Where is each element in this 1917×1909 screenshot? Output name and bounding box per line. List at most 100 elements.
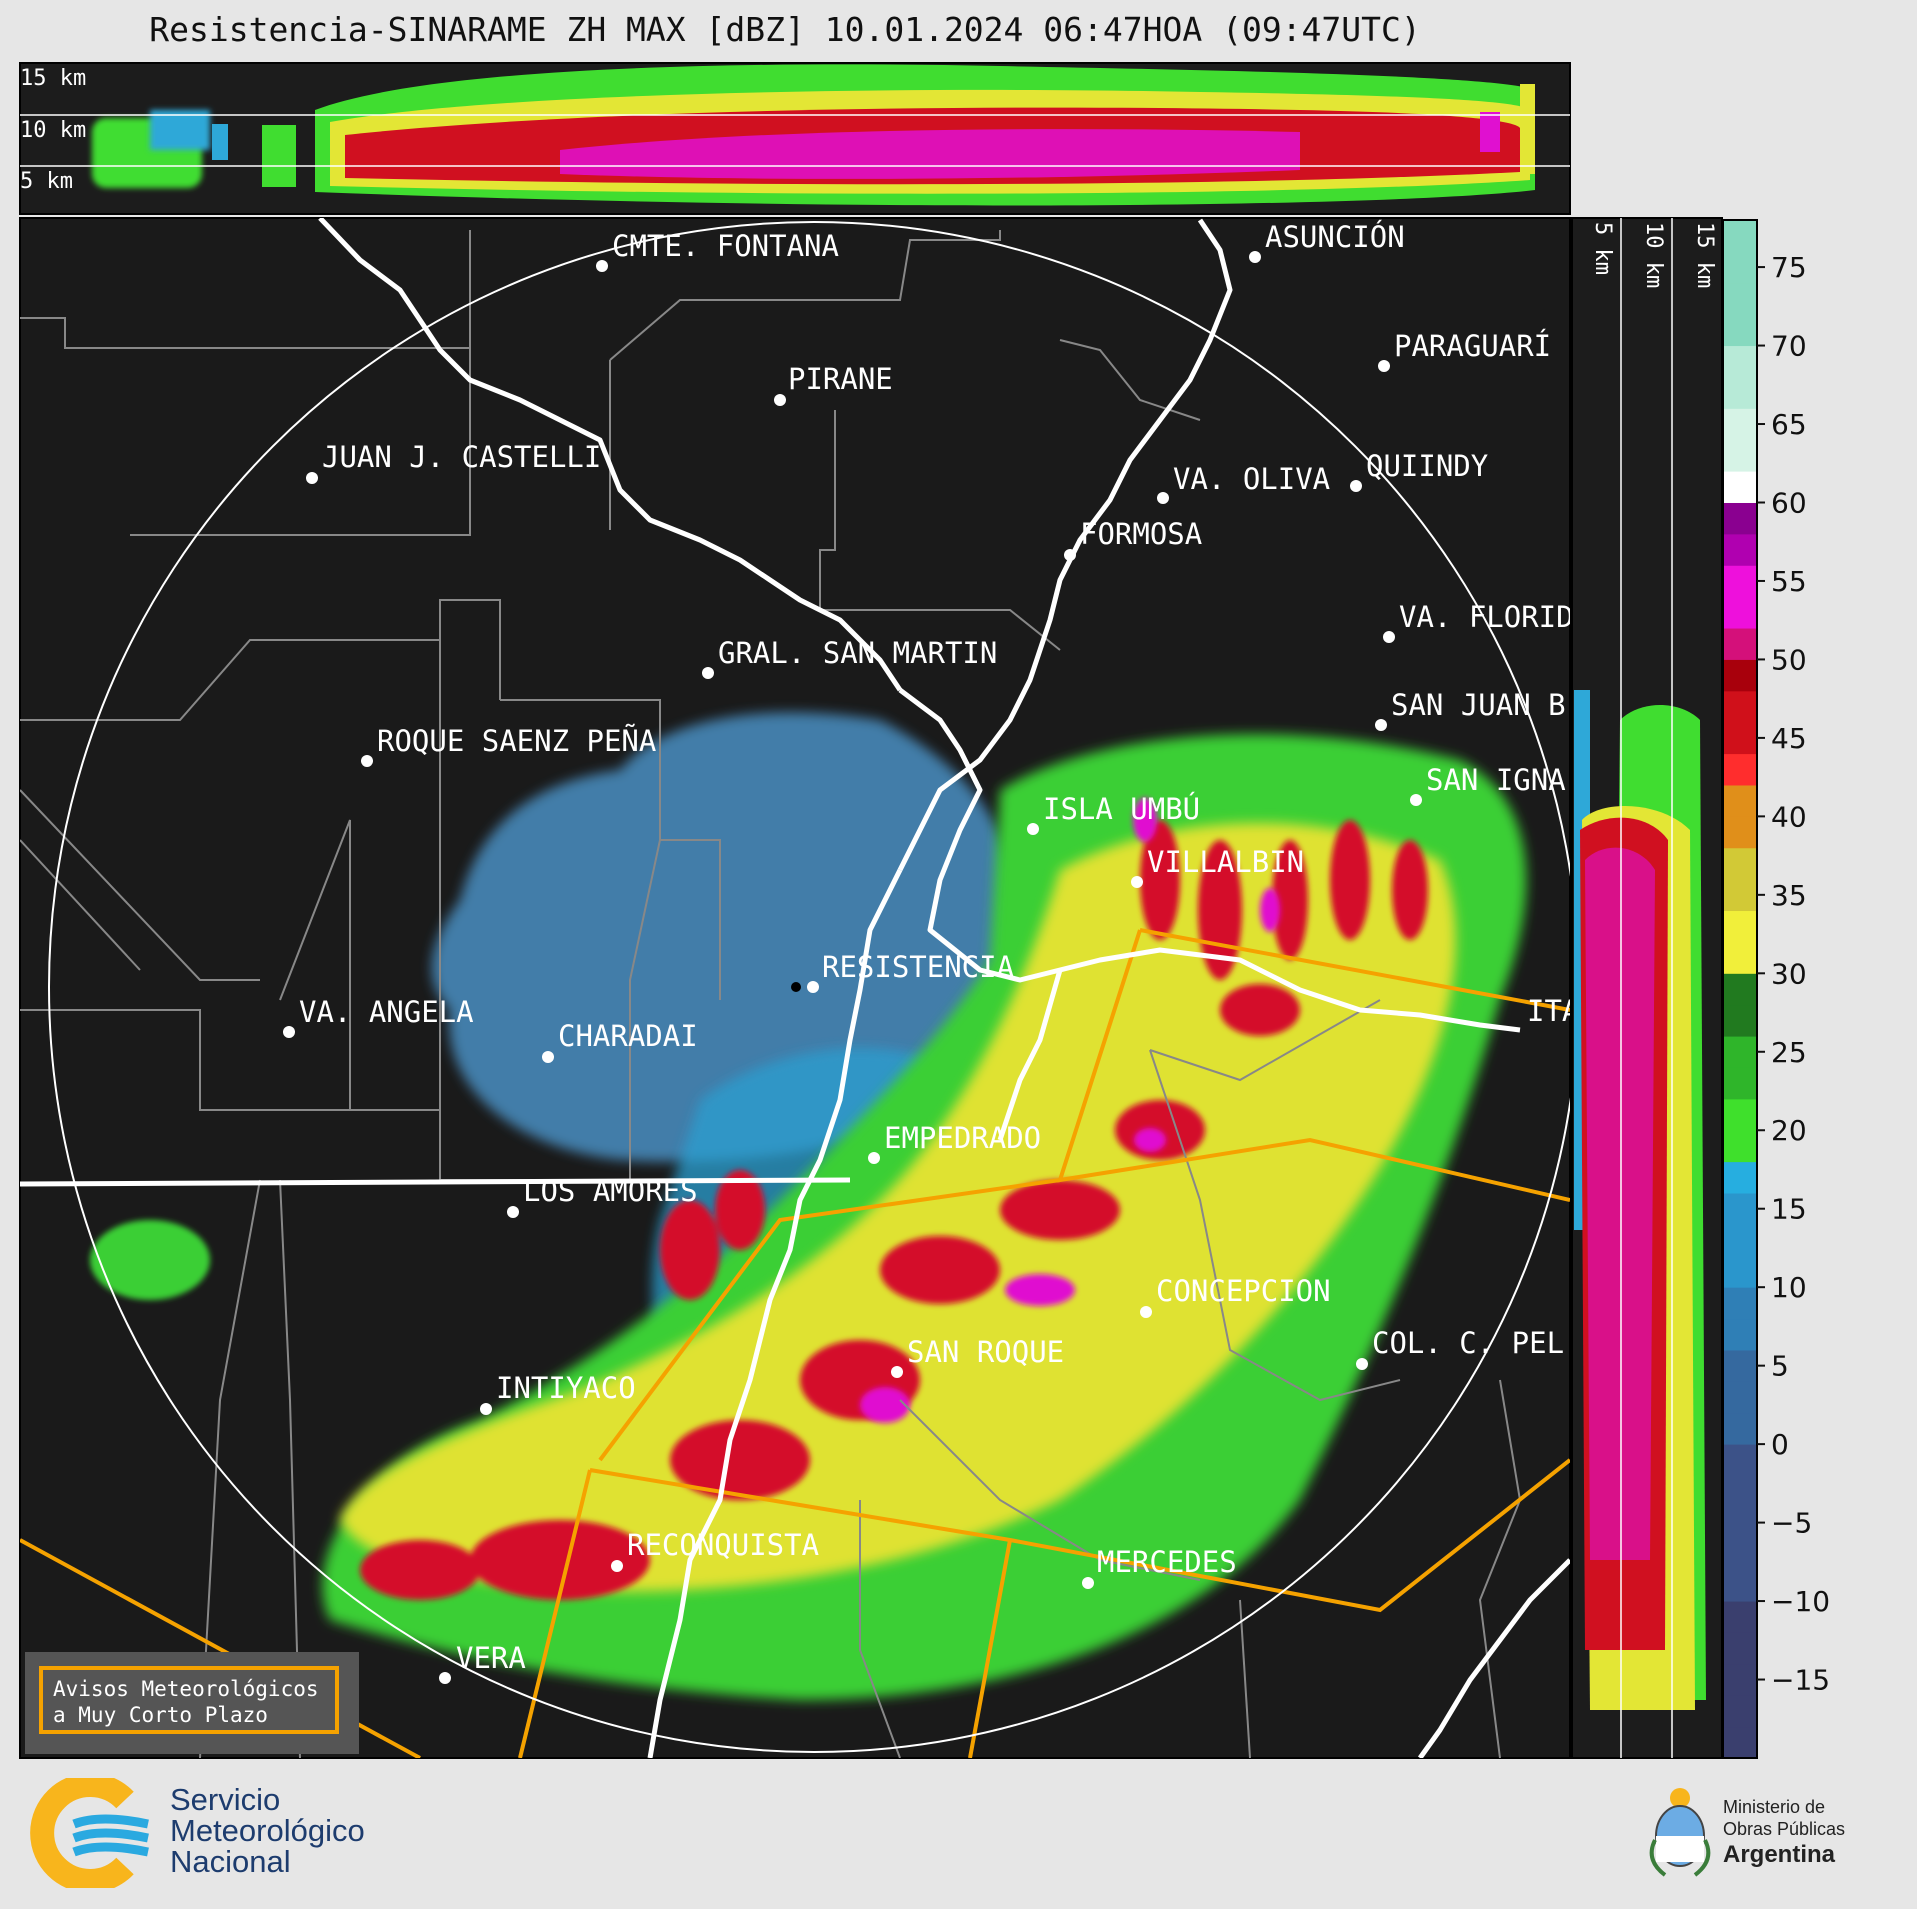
colorbar-band	[1723, 1318, 1757, 1351]
colorbar-band	[1723, 1601, 1757, 1633]
city-dot-villalbin	[1131, 876, 1143, 888]
radar-map: CMTE. FONTANA ASUNCIÓN PIRANE PARAGUARÍ …	[19, 217, 1574, 1759]
city-label-intiyaco: INTIYACO	[496, 1371, 636, 1405]
colorbar-band	[1723, 1004, 1757, 1037]
colorbar-band	[1723, 1193, 1757, 1225]
colorbar-band	[1723, 1695, 1757, 1728]
city-label-san-roque: SAN ROQUE	[907, 1335, 1064, 1369]
colorbar-band	[1723, 1036, 1757, 1068]
ministry-line-3: Argentina	[1723, 1841, 1836, 1868]
city-dot-juan-j-castelli	[306, 472, 318, 484]
top-alt-label-10: 10 km	[20, 118, 86, 143]
map-title: Resistencia-SINARAME ZH MAX [dBZ] 10.01.…	[149, 10, 1421, 49]
colorbar-band	[1723, 596, 1757, 629]
city-label-roque-saenz-pena: ROQUE SAENZ PEÑA	[377, 724, 656, 758]
colorbar-band	[1723, 1098, 1757, 1131]
city-dot-va-oliva	[1157, 492, 1169, 504]
colorbar-band	[1723, 816, 1757, 849]
colorbar-band	[1723, 722, 1757, 755]
city-dot-isla-umbu	[1027, 823, 1039, 835]
smn-line-2: Meteorológico	[170, 1813, 365, 1848]
city-label-san-ignacio: SAN IGNA	[1426, 763, 1566, 797]
colorbar-tick-label: 50	[1771, 643, 1807, 676]
city-dot-reconquista	[611, 1560, 623, 1572]
colorbar-tick-label: 35	[1771, 879, 1807, 912]
city-dot-san-ignacio	[1410, 794, 1422, 806]
avisos-box[interactable]: Avisos Meteorológicos a Muy Corto Plazo	[25, 1652, 359, 1754]
city-label-col-c-pel: COL. C. PEL	[1372, 1326, 1564, 1360]
colorbar-tick-label: 25	[1771, 1036, 1807, 1069]
city-dot-san-juan-b	[1375, 719, 1387, 731]
city-label-los-amores: LOS AMORES	[523, 1174, 698, 1208]
city-dot-asuncion	[1249, 251, 1261, 263]
city-dot-roque-saenz-pena	[361, 755, 373, 767]
city-dot-san-roque	[891, 1366, 903, 1378]
city-markers	[283, 251, 1422, 1684]
colorbar-bands	[1723, 220, 1757, 1759]
colorbar-band	[1723, 1161, 1757, 1194]
colorbar-tick-label: −15	[1771, 1664, 1830, 1697]
colorbar-band	[1723, 376, 1757, 409]
city-dot-concepcion	[1140, 1306, 1152, 1318]
colorbar-band	[1723, 1506, 1757, 1539]
colorbar-band	[1723, 753, 1757, 786]
colorbar-band	[1723, 1632, 1757, 1665]
colorbar-tick-label: 0	[1771, 1428, 1789, 1461]
ministry-line-2: Obras Públicas	[1723, 1819, 1846, 1839]
colorbar-tick-label: −10	[1771, 1585, 1830, 1618]
city-label-va-angela: VA. ANGELA	[299, 995, 474, 1029]
city-label-va-florida: VA. FLORID	[1399, 600, 1574, 634]
city-label-formosa: FORMOSA	[1080, 517, 1202, 551]
city-label-va-oliva: VA. OLIVA	[1173, 462, 1330, 496]
city-dot-intiyaco	[480, 1403, 492, 1415]
side-alt-label-5: 5 km	[1590, 222, 1615, 275]
colorbar-band	[1723, 1287, 1757, 1320]
colorbar-band	[1723, 973, 1757, 1006]
city-dot-formosa	[1064, 549, 1076, 561]
colorbar-band	[1723, 282, 1757, 315]
city-label-isla-umbu: ISLA UMBÚ	[1043, 792, 1200, 826]
avisos-line-2: a Muy Corto Plazo	[53, 1703, 268, 1727]
city-label-san-juan-b: SAN JUAN B	[1391, 688, 1566, 722]
city-dot-mercedes	[1082, 1577, 1094, 1589]
colorbar-tick-label: 20	[1771, 1114, 1807, 1147]
colorbar-tick-label: 40	[1771, 800, 1807, 833]
colorbar-band	[1723, 628, 1757, 660]
radar-site-marker	[791, 982, 801, 992]
smn-emblem-icon	[30, 1773, 149, 1893]
admin-boundaries	[20, 230, 1522, 1758]
colorbar-band	[1723, 471, 1757, 503]
colorbar-tick-label: 5	[1771, 1350, 1789, 1383]
colorbar-band	[1723, 408, 1757, 441]
city-label-quiindy: QUIINDY	[1366, 449, 1488, 483]
avisos-frame[interactable]: Avisos Meteorológicos a Muy Corto Plazo	[39, 1666, 339, 1734]
city-label-vera: VERA	[456, 1641, 526, 1675]
city-label-concepcion: CONCEPCION	[1156, 1274, 1331, 1308]
colorbar-band	[1723, 1538, 1757, 1571]
top-alt-label-15: 15 km	[20, 66, 86, 91]
city-dot-charadai	[542, 1051, 554, 1063]
colorbar-tick-label: 75	[1771, 251, 1807, 284]
colorbar-band	[1723, 502, 1757, 535]
colorbar-band	[1723, 784, 1757, 817]
country-boundaries	[20, 218, 1570, 1758]
city-dot-empedrado	[868, 1152, 880, 1164]
colorbar-band	[1723, 1130, 1757, 1163]
colorbar-tick-label: 60	[1771, 486, 1807, 519]
city-label-resistencia: RESISTENCIA	[822, 950, 1014, 984]
top-alt-label-5: 5 km	[20, 169, 73, 194]
city-dot-va-angela	[283, 1026, 295, 1038]
colorbar-band	[1723, 1224, 1757, 1257]
city-label-gral-san-martin: GRAL. SAN MARTIN	[718, 636, 997, 670]
colorbar-tick-label: 15	[1771, 1193, 1807, 1226]
city-label-empedrado: EMPEDRADO	[884, 1121, 1041, 1155]
city-dot-gral-san-martin	[702, 667, 714, 679]
colorbar-band	[1723, 879, 1757, 912]
colorbar-tick-label: 30	[1771, 957, 1807, 990]
smn-logo: Servicio Meteorológico Nacional	[30, 1773, 450, 1893]
avisos-line-1: Avisos Meteorológicos	[53, 1677, 319, 1701]
city-label-charadai: CHARADAI	[558, 1019, 698, 1053]
colorbar-tick-label: 10	[1771, 1271, 1807, 1304]
